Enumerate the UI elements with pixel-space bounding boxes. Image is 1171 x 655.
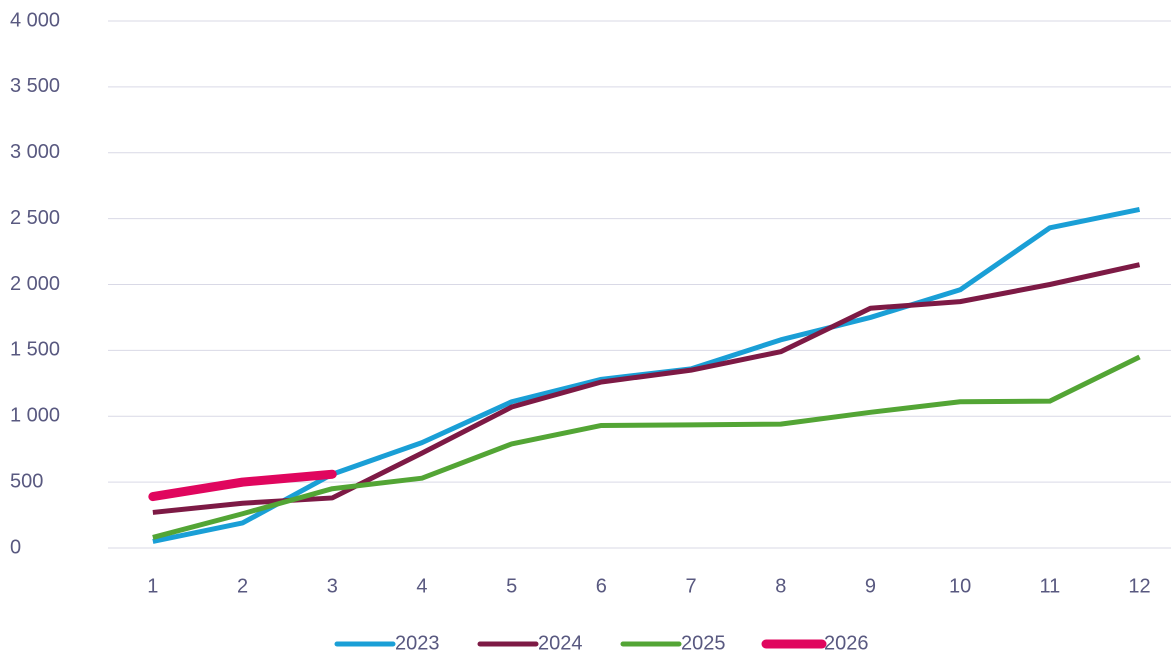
y-tick-label: 3 000 (10, 141, 60, 163)
x-tick-label: 3 (327, 575, 338, 597)
y-tick-label: 4 000 (10, 9, 60, 31)
y-tick-label: 500 (10, 470, 43, 492)
series-line (152, 262, 1141, 515)
y-tick-label: 3 500 (10, 75, 60, 97)
x-tick-label: 9 (865, 575, 876, 597)
x-tick-label: 12 (1128, 575, 1150, 597)
x-tick-label: 6 (596, 575, 607, 597)
series-line (148, 469, 337, 502)
y-tick-label: 0 (10, 536, 21, 558)
x-tick-label: 7 (685, 575, 696, 597)
series-line (152, 354, 1141, 540)
legend-label: 2026 (824, 632, 869, 654)
y-tick-label: 2 000 (10, 273, 60, 295)
legend-label: 2025 (681, 632, 726, 654)
x-tick-label: 5 (506, 575, 517, 597)
x-tick-label: 10 (949, 575, 971, 597)
x-tick-label: 1 (147, 575, 158, 597)
x-tick-label: 4 (416, 575, 427, 597)
x-tick-label: 2 (237, 575, 248, 597)
x-tick-label: 8 (775, 575, 786, 597)
x-tick-label: 11 (1039, 575, 1060, 597)
y-tick-label: 1 000 (10, 405, 60, 427)
legend-label: 2024 (538, 632, 583, 654)
y-tick-label: 1 500 (10, 339, 60, 361)
legend-label: 2023 (395, 632, 440, 654)
y-tick-label: 2 500 (10, 207, 60, 229)
